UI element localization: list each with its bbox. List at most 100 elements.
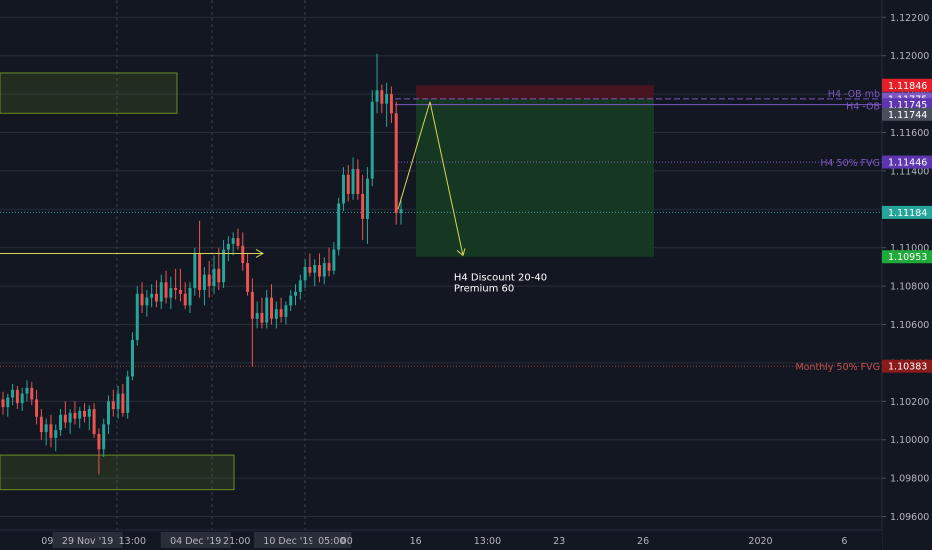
level-label: H4 -OB [846,102,880,113]
price-tick-label: 1.11600 [890,128,929,139]
candle-body [270,297,274,319]
candle-body [241,245,245,264]
price-tick-label: 1.10000 [890,435,929,446]
candle-body [92,409,96,434]
candle-body [140,293,144,306]
candle-body [332,249,336,271]
candle-body [130,339,134,377]
candle-body [385,94,389,104]
level-label: Monthly 50% FVG [795,362,880,373]
candle-body [317,265,321,277]
candle-body [126,376,130,413]
price-label-badge [882,250,932,264]
candle-body [308,266,312,273]
candle-body [346,174,350,194]
candle-body [341,174,345,204]
stop-loss-zone [416,85,654,99]
candle-body [11,389,15,398]
price-label-badge [882,205,932,219]
candle-body [154,293,158,302]
candle-body [274,309,278,319]
candle-body [78,410,82,419]
price-tick-label: 1.12000 [890,51,929,62]
candle-body [73,412,77,419]
price-label-text: 1.11745 [888,100,927,111]
projection-path [397,101,464,256]
candle-body [164,282,168,298]
price-label-text: 1.10953 [888,252,927,263]
candle-body [255,313,259,319]
candle-body [25,387,29,394]
candle-body [159,282,163,302]
price-label-text: 1.11446 [888,158,927,169]
projection-arrow-head [456,248,466,257]
candle-body [20,393,24,404]
time-tick-label: 23 [553,536,565,547]
candle-body [54,430,58,438]
candle-body [303,266,307,281]
candle-body [97,433,101,450]
time-tick-label: 13:00 [474,536,501,547]
candle-body [365,178,369,219]
candle-body [322,263,326,277]
time-label-badge [253,532,324,548]
candle-body [279,309,283,317]
price-tick-label: 1.10600 [890,320,929,331]
candle-body [327,263,331,271]
candle-body [265,297,269,323]
time-tick-label: 04 Dec '19 [170,536,221,547]
candle-body [178,289,182,294]
candle-body [135,293,139,340]
candle-body [59,414,63,431]
candle-body [68,412,72,423]
candle-body [246,263,250,292]
candle-body [222,249,226,283]
candle-body [394,113,398,214]
time-tick-label: 21:00 [223,536,250,547]
time-tick-label: 05:00 [318,536,345,547]
time-tick-label: 26 [637,536,649,547]
candle-body [1,399,5,408]
candle-body [212,268,216,287]
price-label-badge [882,359,932,373]
price-label-text: 1.11846 [888,81,927,92]
candle-body [44,424,48,433]
candle-body [102,424,106,450]
price-label-text: 1.10383 [888,362,927,373]
candle-body [351,168,355,194]
price-label-text: 1.11744 [888,110,927,121]
level-label: H4 -OB mb [828,89,880,100]
take-profit-zone [416,98,654,257]
candle-body [294,291,297,296]
candle-body [116,393,120,410]
candle-body [313,265,317,273]
yellow-arrow-head [255,249,265,258]
candle-body [375,90,379,102]
price-label-badge [882,155,932,169]
annotation-line1: H4 Discount 20-40 [454,272,547,283]
candle-body [174,288,178,290]
candle-body [150,293,154,298]
candle-body [217,268,221,283]
candle-body [250,291,254,319]
candle-body [231,238,235,244]
demand-zone-box [0,454,235,491]
time-tick-label: 10 Dec '19 [263,536,314,547]
candle-body [207,274,211,287]
candle-body [202,274,206,290]
candle-body [370,101,374,179]
candle-body [6,397,10,408]
candle-body [15,389,19,404]
candle-body [169,288,173,298]
annotation-line2: Premium 60 [454,283,514,294]
time-label-badge [52,532,123,548]
candle-body [236,238,240,246]
candle-body [111,401,115,410]
candle-body [298,280,302,292]
candle-body [260,313,264,323]
candle-body [35,399,39,417]
candle-body [183,293,187,306]
price-label-badge [882,107,932,121]
candle-body [87,409,91,417]
candle-body [188,288,192,306]
